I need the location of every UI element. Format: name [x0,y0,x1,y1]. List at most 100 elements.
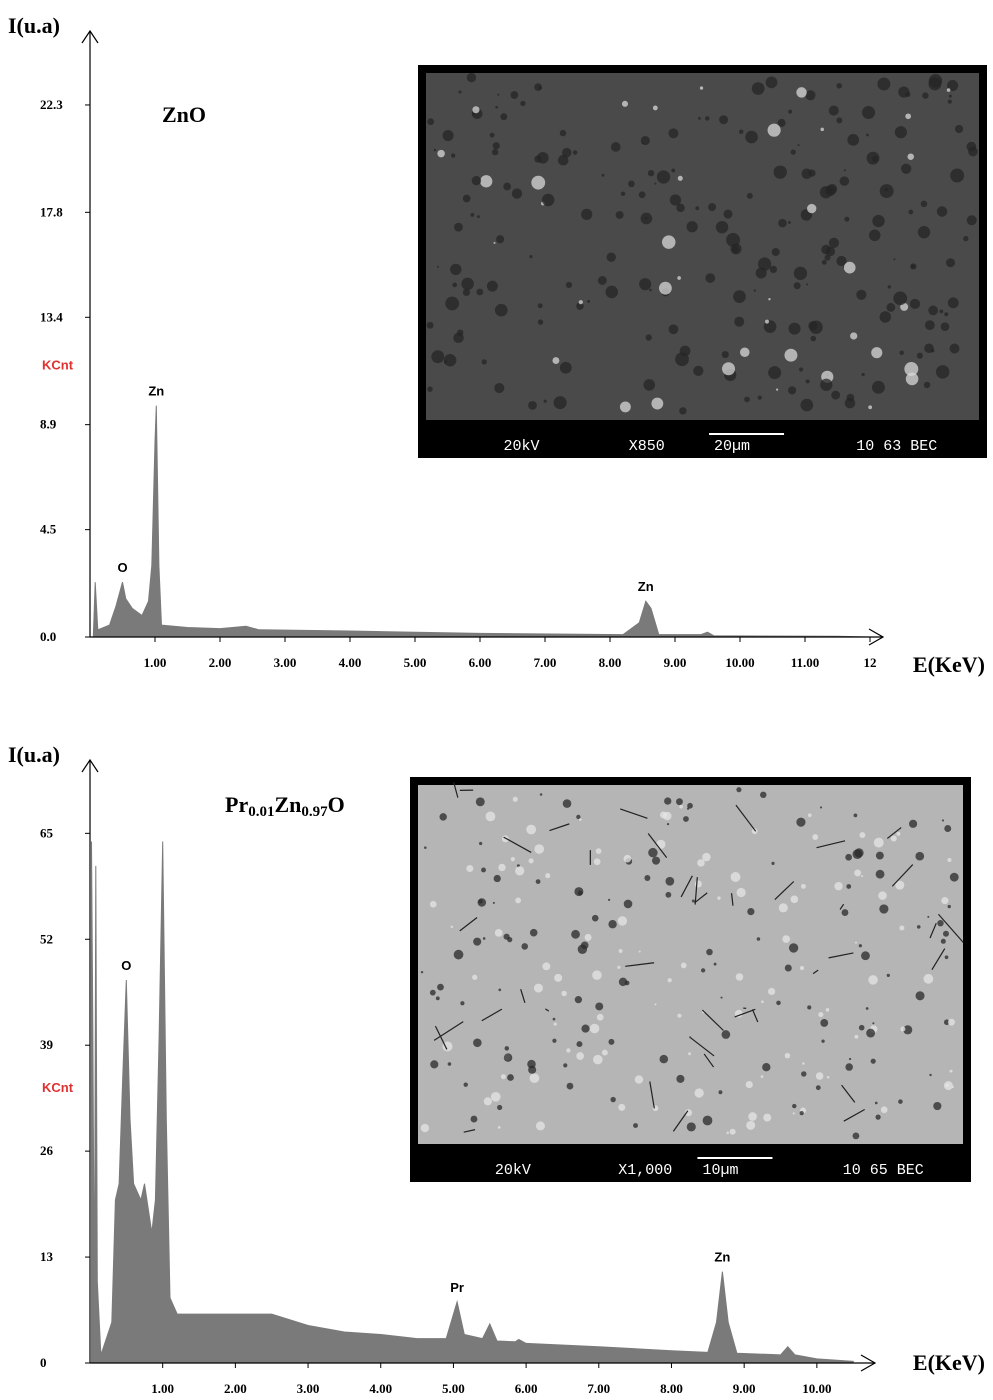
sem-texture [659,1054,669,1064]
sem-texture [719,115,729,125]
sem-texture [744,396,750,403]
x-tick-label: 5.00 [442,1381,465,1396]
sem-texture [470,212,475,217]
sem-texture [430,1060,439,1069]
sem-texture [595,848,602,854]
sem-texture [480,175,493,188]
sem-label: 20µm [714,438,750,455]
sem-texture [746,192,753,199]
sem-texture [659,281,672,295]
sem-texture [844,397,856,409]
sem-texture [910,264,915,269]
sem-texture [581,208,593,221]
sem-texture [768,366,782,380]
sem-texture [753,289,756,292]
x-tick-label: 7.00 [534,655,557,670]
peak-label: Zn [638,579,654,594]
sem-crack [751,1009,759,1023]
sem-texture [745,130,758,144]
sem-texture [676,1074,685,1083]
sem-texture [619,401,631,413]
sem-texture [665,876,675,886]
sem-texture [640,212,653,225]
sem-texture [686,221,698,233]
sem-texture [923,381,931,389]
sem-texture [597,276,607,285]
sem-texture [453,949,464,960]
sem-texture [784,348,798,362]
sem-crack [812,969,819,975]
sem-texture [853,813,858,818]
sem-texture [624,980,630,986]
sem-crack [647,833,668,858]
sem-texture [493,241,496,244]
y-tick-label: 13.4 [40,309,63,324]
sem-crack [735,804,757,832]
sem-texture [500,1074,506,1080]
sem-texture [909,298,921,310]
sem-texture [461,277,474,291]
sem-texture [751,828,758,835]
sem-texture [486,280,498,292]
sem-image [426,73,979,420]
sem-texture [492,901,495,904]
sem-texture [473,1038,482,1048]
sem-texture [702,852,711,862]
sem-label: 20kV [495,1162,531,1179]
sem-texture [610,142,621,152]
sem-texture [788,221,791,224]
sem-texture [778,903,788,913]
sem-texture [527,1059,536,1069]
sem-texture [700,968,706,973]
sem-texture [915,851,925,861]
sem-texture [677,175,683,181]
sem-texture [942,930,949,937]
peak-label: Zn [714,1250,730,1265]
sem-texture [591,914,599,922]
sem-texture [541,193,555,207]
sem-texture [720,996,723,999]
sem-texture [702,1115,713,1126]
peak-label: Pr [450,1280,464,1295]
sem-texture [858,944,862,948]
sem-texture [559,361,572,374]
sem-texture [539,793,543,796]
sem-texture [872,380,885,394]
sem-texture [615,210,624,219]
sem-texture [899,350,904,355]
sem-crack [839,903,845,910]
sem-texture [481,867,486,873]
sem-texture [620,191,626,197]
sem-texture [661,235,676,249]
sem-texture [868,405,873,410]
sem-texture [761,1000,764,1004]
sem-texture [939,309,944,314]
sem-texture [489,132,495,138]
sem-crack [929,923,937,939]
sem-texture [671,168,676,173]
sem-texture [460,1001,465,1006]
sem-texture [954,124,964,134]
sem-texture [562,799,572,808]
sem-texture [866,133,869,137]
sem-texture [784,964,792,972]
sem-texture [796,87,807,98]
sem-texture [688,1052,692,1056]
sem-texture [936,206,948,217]
sem-texture [576,302,584,310]
sem-texture [538,86,542,90]
sem-texture [878,891,887,900]
sem-texture [755,267,767,279]
sem-texture [504,1046,510,1051]
sem-texture [537,319,544,325]
sem-texture [793,266,808,280]
sem-texture [476,288,484,296]
sem-texture [797,144,800,147]
sem-texture [944,825,952,832]
sem-texture [769,265,778,274]
sem-texture [563,1063,568,1068]
sem-texture [704,116,710,121]
y-tick-label: 17.8 [40,204,63,219]
sem-texture [854,1034,859,1039]
sem-texture [805,90,816,101]
